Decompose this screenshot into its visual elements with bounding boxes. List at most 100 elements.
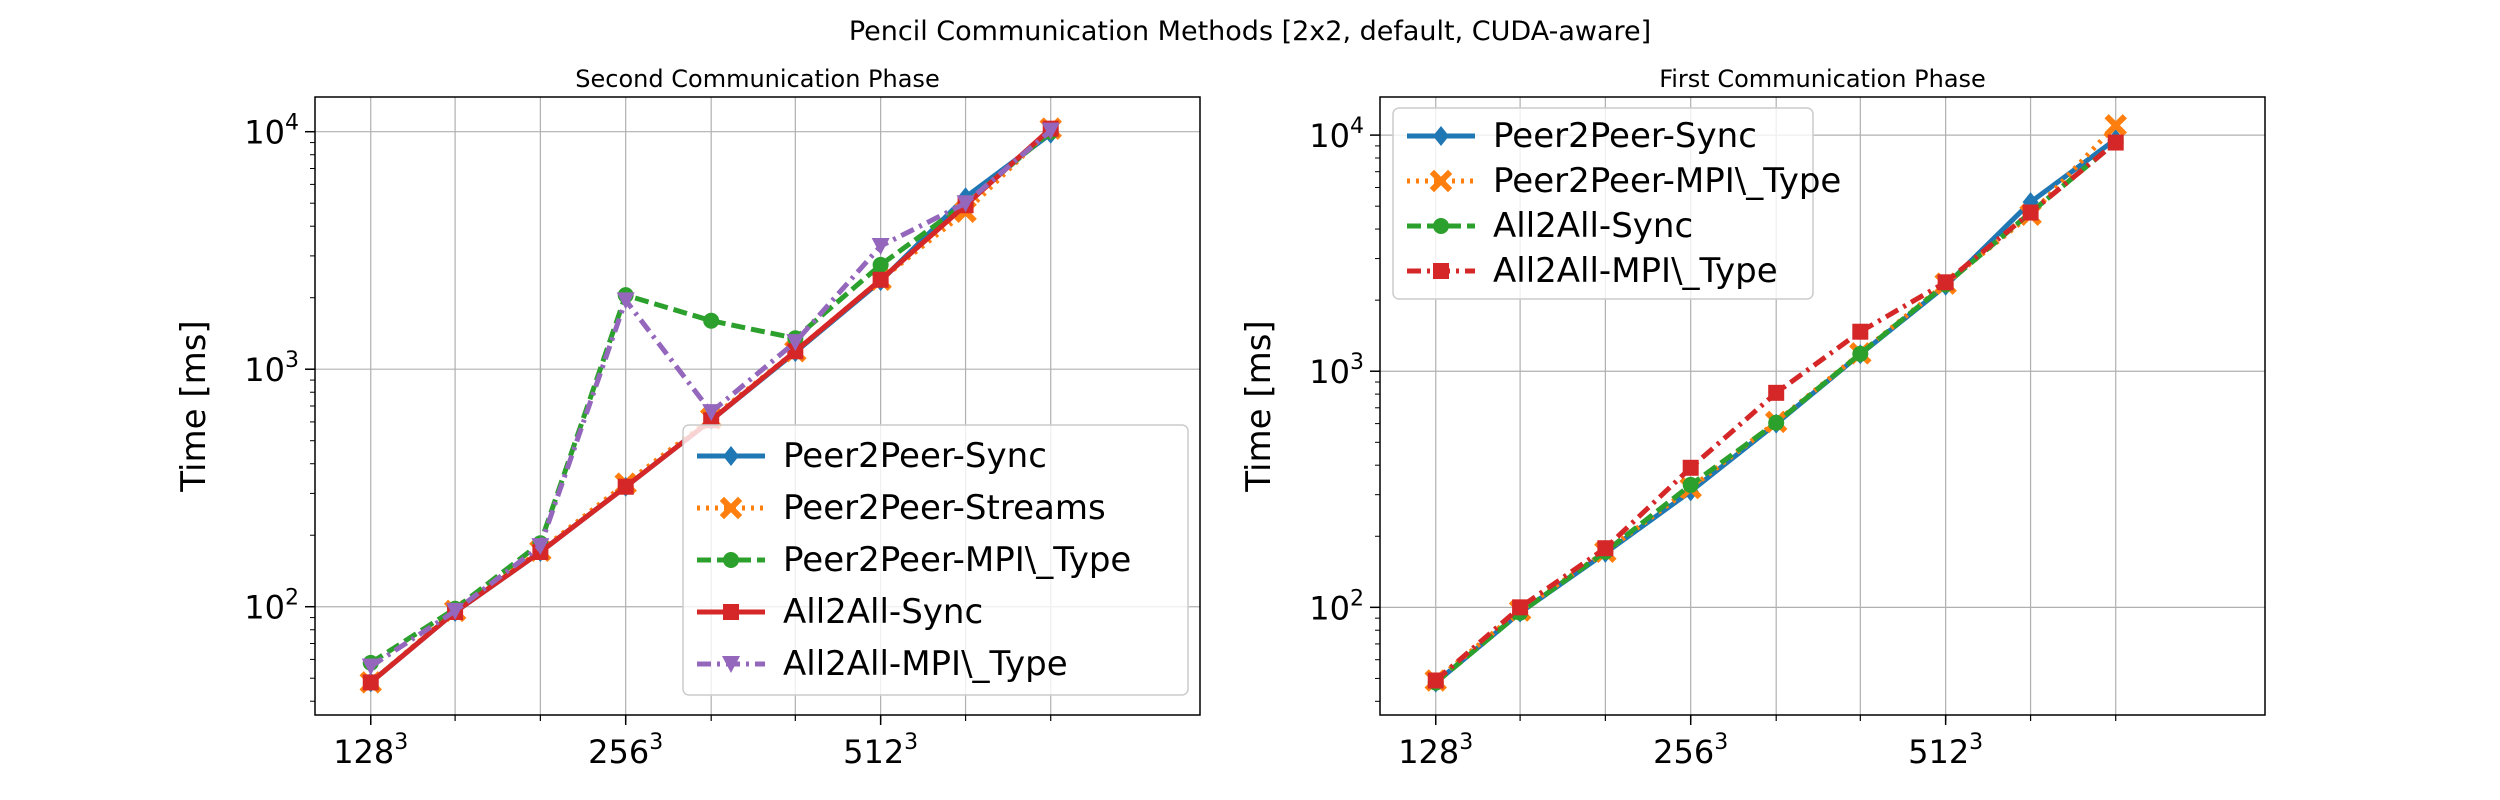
legend-item-peer2peer-mpi-type: Peer2Peer-MPI\_Type bbox=[697, 540, 1131, 580]
data-point bbox=[1937, 274, 1954, 291]
data-point bbox=[1768, 384, 1785, 401]
figure-title: Pencil Communication Methods [2x2, defau… bbox=[849, 16, 1651, 47]
x-tick-label: 5123 bbox=[843, 730, 918, 771]
x-tick-exponent: 3 bbox=[1714, 730, 1728, 755]
legend-box bbox=[682, 424, 1189, 696]
data-point bbox=[616, 292, 635, 310]
data-point bbox=[1512, 599, 1529, 616]
legend-marker bbox=[1429, 169, 1453, 193]
x-tick-base: 256 bbox=[588, 733, 649, 771]
y-tick-base: 10 bbox=[244, 114, 285, 152]
y-tick-label: 104 bbox=[244, 111, 299, 152]
data-point bbox=[1852, 323, 1869, 340]
data-point bbox=[956, 195, 975, 213]
data-point bbox=[872, 271, 889, 288]
legend-marker bbox=[1433, 126, 1449, 146]
y-tick-exponent: 4 bbox=[1350, 114, 1364, 139]
chart-title: Second Communication Phase bbox=[575, 65, 939, 93]
legend-item-all2all-mpi-type: All2All-MPI\_Type bbox=[697, 644, 1068, 684]
series-all2all-mpi-type bbox=[1427, 134, 2124, 689]
legend-box bbox=[1392, 107, 1814, 300]
series-line bbox=[369, 129, 1053, 666]
x-tick-exponent: 3 bbox=[904, 730, 918, 755]
x-tick-label: 2563 bbox=[1653, 730, 1728, 771]
legend-marker bbox=[722, 656, 740, 673]
data-point bbox=[1597, 540, 1614, 557]
y-tick-exponent: 4 bbox=[285, 111, 299, 136]
x-tick-exponent: 3 bbox=[394, 730, 408, 755]
y-tick-label: 102 bbox=[244, 586, 299, 627]
data-point bbox=[446, 602, 465, 620]
legend-label: All2All-Sync bbox=[1493, 206, 1693, 246]
legend-marker bbox=[719, 496, 743, 520]
legend-label: All2All-MPI\_Type bbox=[783, 644, 1068, 684]
legend: Peer2Peer-Sync Peer2Peer-Streams Peer2Peer… bbox=[682, 424, 1189, 696]
x-tick-label: 5123 bbox=[1908, 730, 1983, 771]
x-tick-base: 256 bbox=[1653, 733, 1714, 771]
legend-marker bbox=[723, 446, 739, 466]
legend-item-peer2peer-mpi-type: Peer2Peer-MPI\_Type bbox=[1407, 161, 1841, 201]
legend-item-peer2peer-sync: Peer2Peer-Sync bbox=[1407, 116, 1757, 156]
data-point bbox=[1427, 672, 1444, 689]
data-point bbox=[1682, 459, 1699, 476]
legend-marker bbox=[1433, 218, 1449, 234]
x-tick-exponent: 3 bbox=[1459, 730, 1473, 755]
y-axis-label: Time [ms] bbox=[1239, 320, 1279, 492]
data-point bbox=[1682, 476, 1699, 493]
y-tick-exponent: 2 bbox=[1350, 586, 1364, 611]
series-all2all-mpi-type bbox=[361, 122, 1060, 676]
x-tick-exponent: 3 bbox=[1969, 730, 1983, 755]
legend-label: All2All-Sync bbox=[783, 592, 983, 632]
legend-label: Peer2Peer-MPI\_Type bbox=[1493, 161, 1841, 201]
legend-label: All2All-MPI\_Type bbox=[1493, 251, 1778, 291]
x-tick-label: 1283 bbox=[1398, 730, 1473, 771]
data-point bbox=[787, 343, 804, 360]
data-point bbox=[617, 478, 634, 495]
legend: Peer2Peer-Sync Peer2Peer-MPI\_Type All2All… bbox=[1392, 107, 1841, 300]
y-tick-label: 103 bbox=[244, 348, 299, 389]
data-point bbox=[786, 334, 805, 352]
data-point bbox=[1041, 122, 1060, 140]
data-point bbox=[531, 538, 550, 556]
legend-item-all2all-sync: All2All-Sync bbox=[697, 592, 983, 632]
y-tick-base: 10 bbox=[244, 351, 285, 389]
x-tick-base: 128 bbox=[1398, 733, 1459, 771]
x-tick-base: 512 bbox=[843, 733, 904, 771]
data-point bbox=[702, 404, 721, 422]
legend-marker bbox=[723, 552, 739, 568]
data-point bbox=[362, 674, 379, 691]
legend-label: Peer2Peer-MPI\_Type bbox=[783, 540, 1131, 580]
data-point bbox=[871, 238, 890, 256]
data-point bbox=[2022, 204, 2039, 221]
y-tick-label: 103 bbox=[1309, 350, 1364, 391]
legend-label: Peer2Peer-Sync bbox=[783, 436, 1047, 476]
legend-item-peer2peer-streams: Peer2Peer-Streams bbox=[697, 488, 1106, 528]
x-tick-label: 2563 bbox=[588, 730, 663, 771]
plot-frame bbox=[1379, 96, 2266, 716]
data-point bbox=[703, 312, 720, 329]
legend-item-all2all-mpi-type: All2All-MPI\_Type bbox=[1407, 251, 1778, 291]
y-tick-exponent: 3 bbox=[285, 348, 299, 373]
legend-marker bbox=[723, 604, 739, 620]
y-tick-base: 10 bbox=[244, 589, 285, 627]
y-tick-base: 10 bbox=[1309, 353, 1350, 391]
chart-title: First Communication Phase bbox=[1659, 65, 1986, 93]
y-tick-label: 104 bbox=[1309, 114, 1364, 155]
x-tick-label: 1283 bbox=[333, 730, 408, 771]
y-tick-base: 10 bbox=[1309, 117, 1350, 155]
data-point bbox=[1852, 345, 1869, 362]
legend-label: Peer2Peer-Sync bbox=[1493, 116, 1757, 156]
data-point bbox=[872, 256, 889, 273]
y-axis-label: Time [ms] bbox=[174, 320, 214, 492]
x-tick-base: 128 bbox=[333, 733, 394, 771]
data-point bbox=[2104, 114, 2127, 137]
legend-item-peer2peer-sync: Peer2Peer-Sync bbox=[697, 436, 1047, 476]
y-tick-label: 102 bbox=[1309, 586, 1364, 627]
y-tick-exponent: 2 bbox=[285, 586, 299, 611]
data-point bbox=[2107, 134, 2124, 151]
x-tick-exponent: 3 bbox=[649, 730, 663, 755]
y-tick-base: 10 bbox=[1309, 589, 1350, 627]
